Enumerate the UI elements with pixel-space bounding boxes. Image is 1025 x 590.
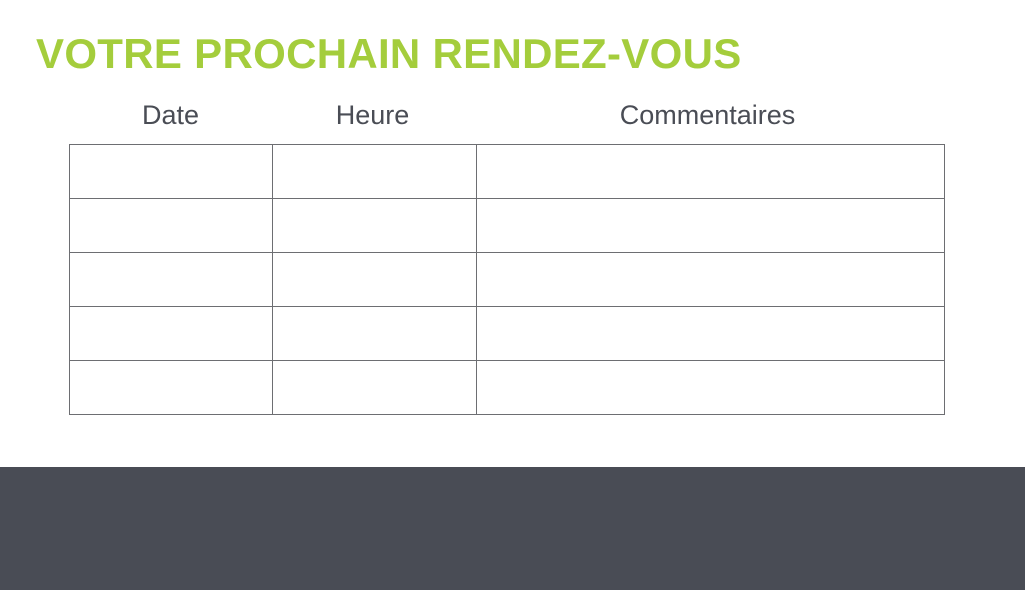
table-cell-heure[interactable] [272, 252, 477, 307]
table-cell-heure[interactable] [272, 144, 477, 199]
column-header-commentaires: Commentaires [619, 100, 796, 130]
column-header-date: Date [141, 100, 200, 130]
table-cell-date[interactable] [69, 252, 273, 307]
table-cell-heure[interactable] [272, 306, 477, 361]
page-title: VOTRE PROCHAIN RENDEZ-VOUS [36, 30, 742, 77]
table-cell-commentaires[interactable] [476, 306, 945, 361]
footer-band [0, 467, 1025, 590]
table-cell-heure[interactable] [272, 360, 477, 415]
table-cell-commentaires[interactable] [476, 144, 945, 199]
table-cell-date[interactable] [69, 198, 273, 253]
table-cell-heure[interactable] [272, 198, 477, 253]
table-row [69, 198, 945, 253]
table-cell-commentaires[interactable] [476, 198, 945, 253]
table-cell-commentaires[interactable] [476, 360, 945, 415]
table-row [69, 144, 945, 199]
column-header-heure: Heure [335, 100, 410, 130]
table-cell-date[interactable] [69, 306, 273, 361]
table-cell-date[interactable] [69, 144, 273, 199]
table-row [69, 360, 945, 415]
table-row [69, 252, 945, 307]
table-cell-commentaires[interactable] [476, 252, 945, 307]
appointment-table [69, 144, 945, 415]
table-row [69, 306, 945, 361]
table-cell-date[interactable] [69, 360, 273, 415]
